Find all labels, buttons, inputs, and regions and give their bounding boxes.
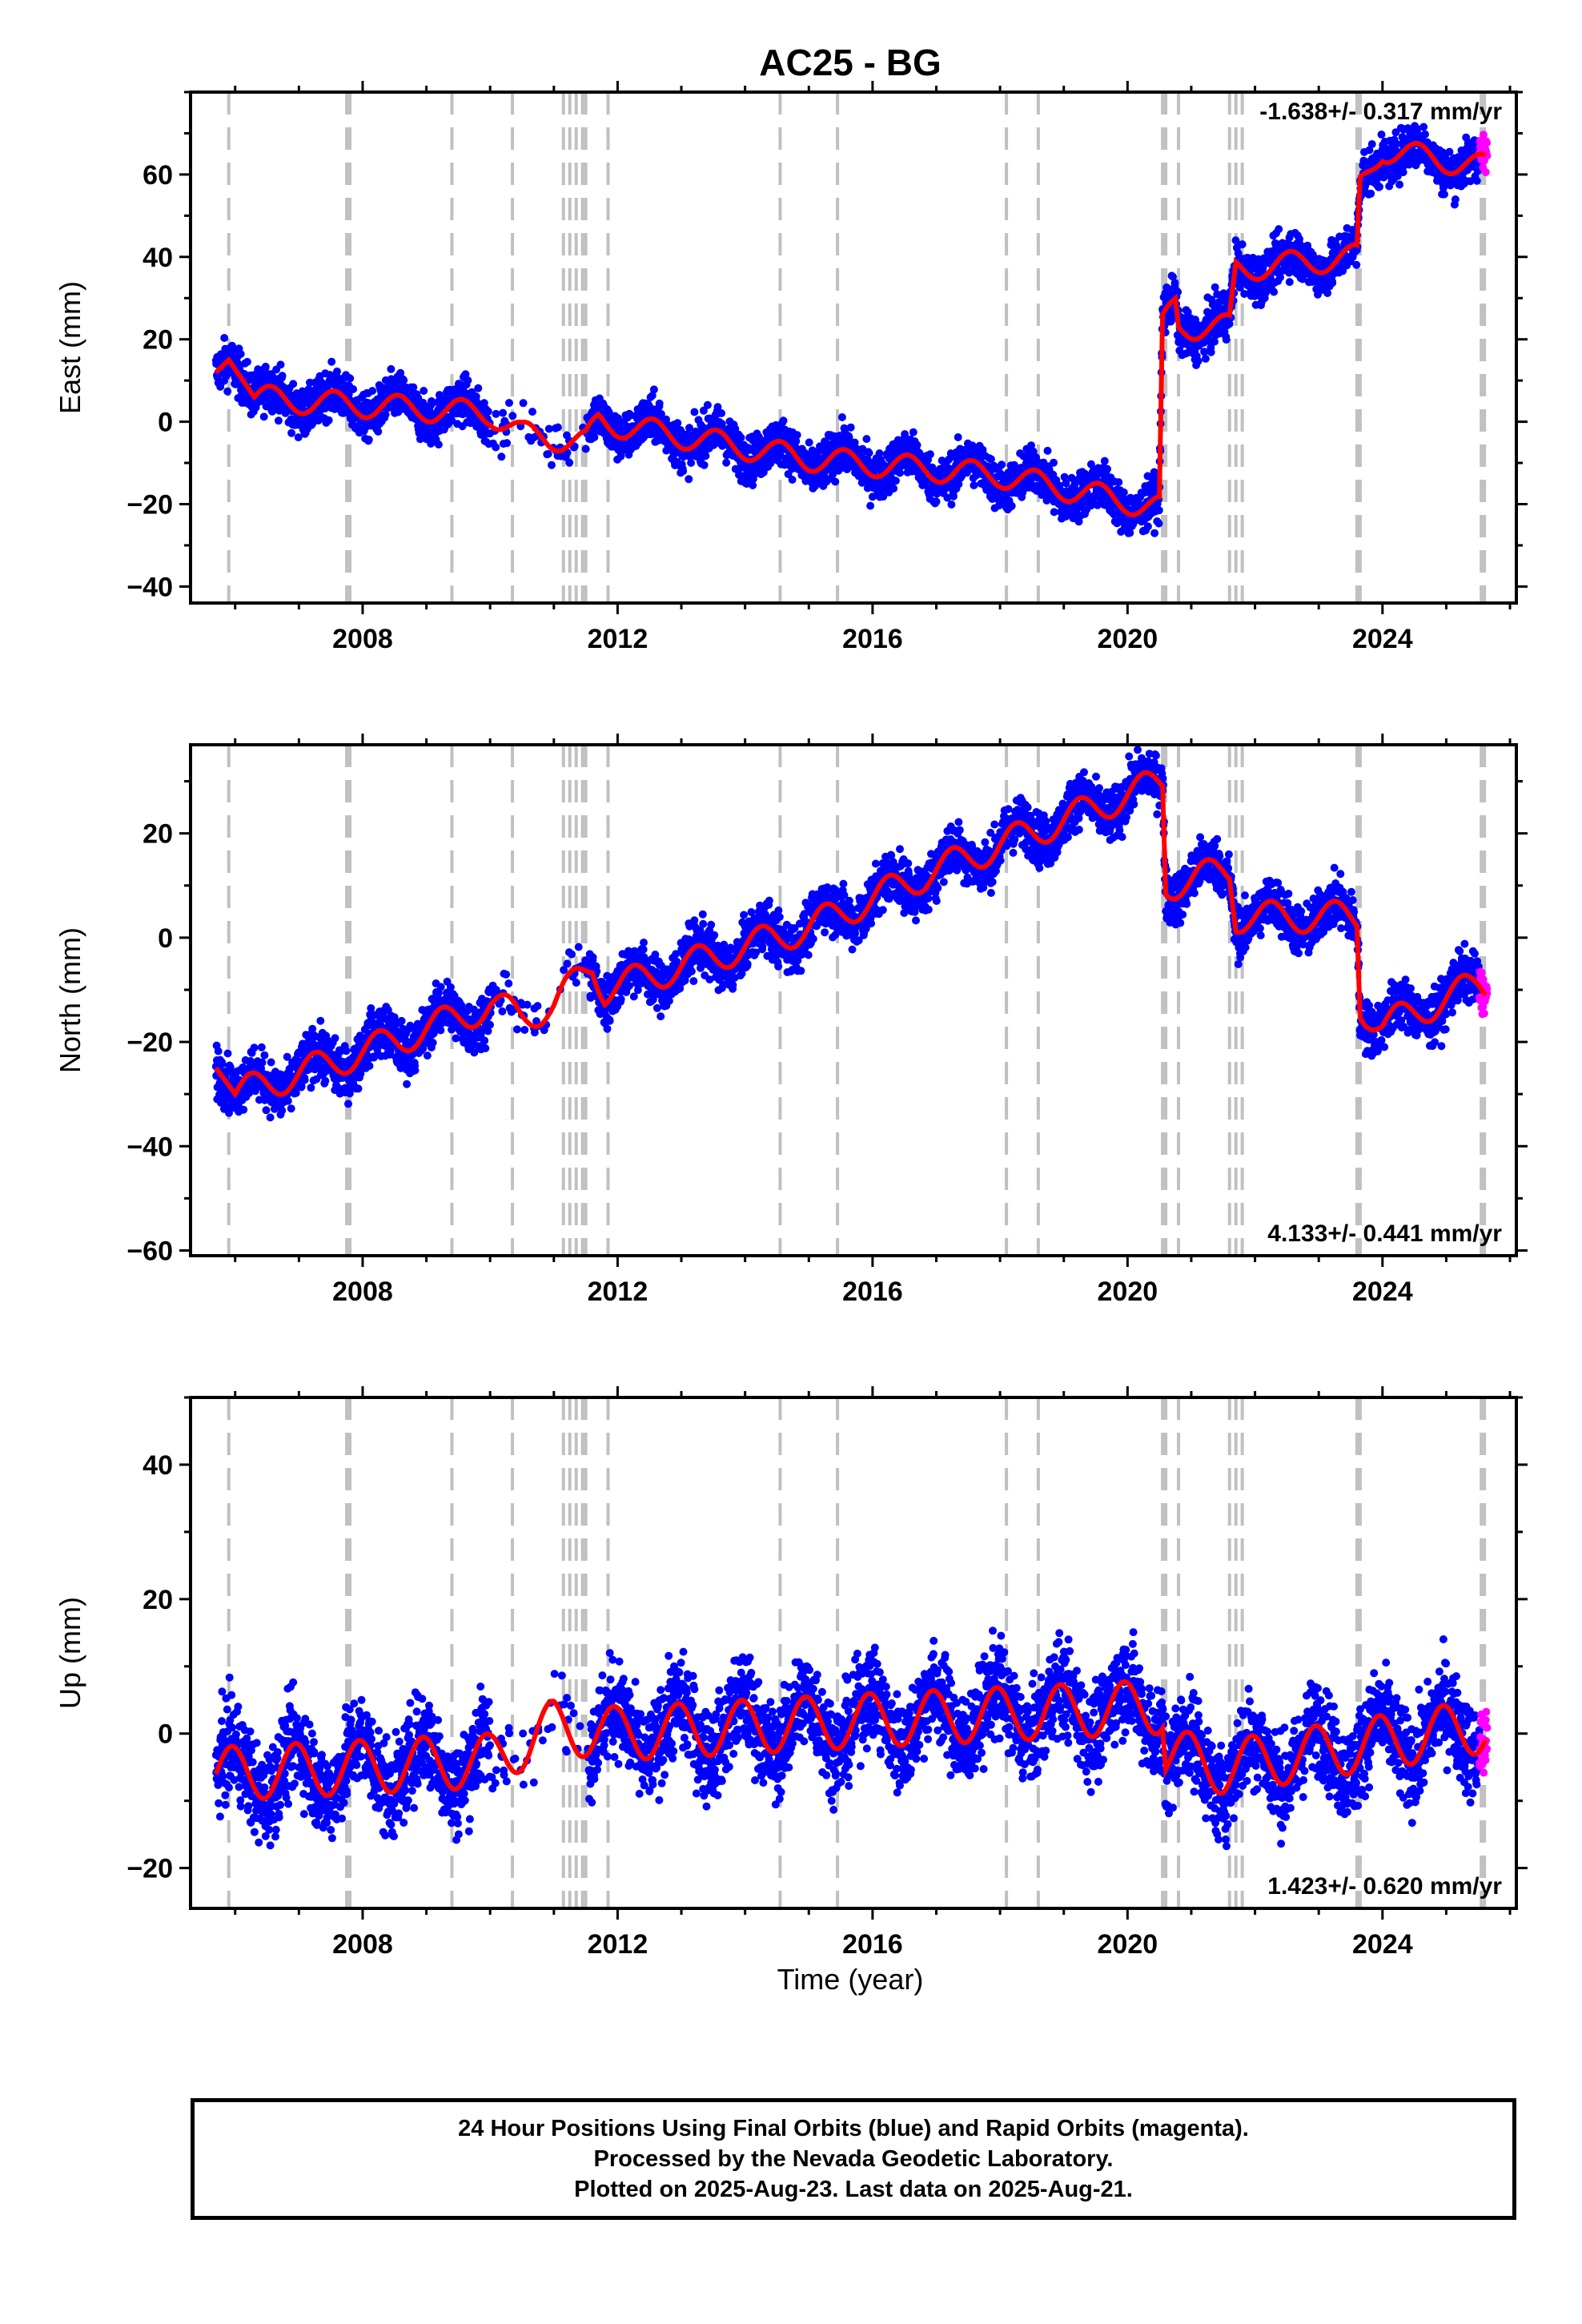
x-tick-label: 2020 <box>1098 1277 1158 1307</box>
figure-title: AC25 - BG <box>759 42 941 83</box>
y-tick-label: 20 <box>143 1585 173 1615</box>
x-tick-label: 2024 <box>1352 1277 1413 1307</box>
y-axis-label: Up (mm) <box>54 1597 86 1709</box>
y-tick-label: 0 <box>158 408 173 438</box>
x-axis-label: Time (year) <box>777 1963 924 1996</box>
y-tick-label: 0 <box>158 923 173 954</box>
x-tick-label: 2016 <box>842 1277 903 1307</box>
x-tick-label: 2012 <box>588 1929 648 1960</box>
panel-up: 2008 2012 2016 2020 2024 −20 0 20 40 Up (mm) 1.423… <box>54 1386 1528 1960</box>
velocity-rate-label: 1.423+/- 0.620 mm/yr <box>1267 1873 1502 1900</box>
x-tick-label: 2016 <box>842 624 903 654</box>
final-orbit-points <box>211 746 1484 1122</box>
y-tick-label: 0 <box>158 1719 173 1750</box>
y-tick-label: −20 <box>126 1027 173 1058</box>
x-tick-label: 2008 <box>332 1929 393 1960</box>
plot-frame <box>189 1396 1518 1910</box>
y-tick-label: −40 <box>126 1132 173 1162</box>
footer-line-1: 24 Hour Positions Using Final Orbits (bl… <box>458 2116 1249 2141</box>
x-tick-label: 2020 <box>1098 1929 1158 1960</box>
velocity-rate-label: 4.133+/- 0.441 mm/yr <box>1267 1220 1502 1247</box>
y-tick-label: −60 <box>126 1236 173 1266</box>
x-tick-label: 2024 <box>1352 624 1413 654</box>
x-tick-label: 2020 <box>1098 624 1158 654</box>
y-axis-label: East (mm) <box>54 281 86 414</box>
y-tick-label: −40 <box>126 572 173 602</box>
y-tick-label: 40 <box>143 243 173 273</box>
footer-caption-box: 24 Hour Positions Using Final Orbits (bl… <box>191 2098 1516 2220</box>
panel-north: 2008 2012 2016 2020 2024 −60 −40 −20 0 20 North (m… <box>54 734 1528 1307</box>
y-tick-label: −20 <box>126 1854 173 1884</box>
model-curve <box>213 1679 1488 1801</box>
y-tick-label: 40 <box>143 1450 173 1481</box>
panel-east: 2008 2012 2016 2020 2024 −40 −20 0 20 40 60 East (m… <box>54 81 1528 654</box>
y-tick-label: −20 <box>126 490 173 521</box>
y-tick-label: 60 <box>143 160 173 191</box>
footer-line-2: Processed by the Nevada Geodetic Laborat… <box>593 2146 1114 2172</box>
x-tick-label: 2008 <box>332 624 393 654</box>
x-tick-label: 2024 <box>1352 1929 1413 1960</box>
x-tick-label: 2016 <box>842 1929 903 1960</box>
model-curve <box>214 770 1488 1099</box>
final-orbit-points <box>211 122 1484 537</box>
x-tick-label: 2012 <box>588 624 648 654</box>
y-axis-label: North (mm) <box>54 927 86 1073</box>
x-tick-label: 2008 <box>332 1277 393 1307</box>
velocity-rate-label: -1.638+/- 0.317 mm/yr <box>1259 99 1502 125</box>
y-tick-label: 20 <box>143 819 173 850</box>
y-tick-label: 20 <box>143 325 173 356</box>
final-orbit-scatter <box>211 746 1484 1122</box>
x-tick-label: 2012 <box>588 1277 648 1307</box>
plot-frame <box>189 743 1518 1257</box>
footer-line-3: Plotted on 2025-Aug-23. Last data on 202… <box>574 2177 1133 2202</box>
final-orbit-scatter <box>211 122 1484 537</box>
model-curve <box>214 141 1487 517</box>
plot-frame <box>189 90 1518 605</box>
